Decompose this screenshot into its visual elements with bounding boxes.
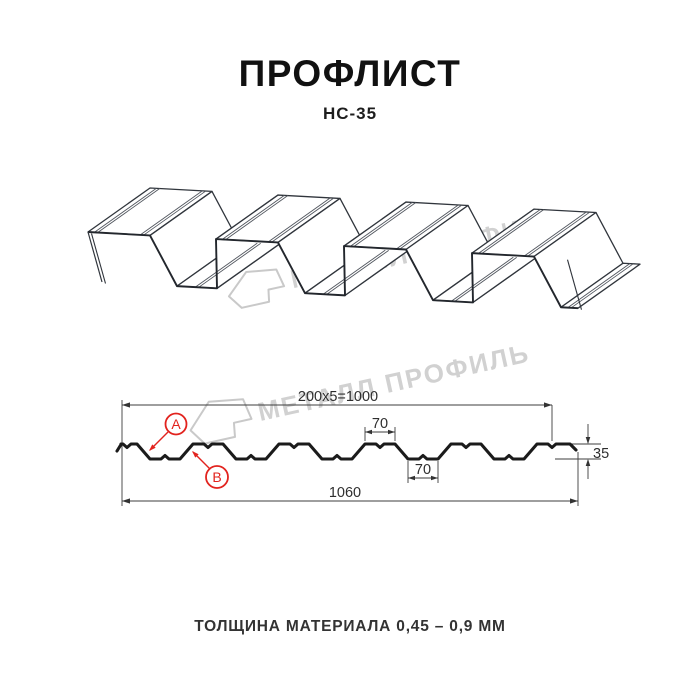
- header: ПРОФЛИСТ НС-35: [0, 53, 700, 124]
- brand-house-logo-icon: [189, 398, 253, 445]
- page-title: ПРОФЛИСТ: [238, 53, 462, 94]
- profiled-sheet-3d-drawing: МЕТАЛЛ ПРОФИЛЬ: [87, 187, 641, 310]
- watermark-brand-text: МЕТАЛЛ ПРОФИЛЬ: [255, 338, 533, 427]
- dim-overall-width-label: 1060: [329, 485, 361, 501]
- sheet-3d-wireframe: [87, 187, 641, 310]
- callout-annotations: [149, 412, 229, 489]
- material-thickness-note: ТОЛЩИНА МАТЕРИАЛА 0,45 – 0,9 ММ: [194, 618, 506, 635]
- profile-cross-section-drawing: МЕТАЛЛ ПРОФИЛЬ 200x5=1000 70 70 1060 35 …: [115, 338, 609, 506]
- callout-a-label: A: [171, 416, 181, 432]
- dim-valley-width-label: 70: [415, 462, 431, 478]
- profile-model-subtitle: НС-35: [322, 103, 378, 123]
- cross-section-generated: [115, 400, 601, 506]
- callout-b-label: B: [212, 469, 221, 485]
- dim-crest-width-label: 70: [372, 416, 388, 432]
- brand-house-logo-icon: [227, 268, 286, 309]
- dim-working-width-label: 200x5=1000: [298, 389, 378, 405]
- dim-height-label: 35: [593, 446, 609, 462]
